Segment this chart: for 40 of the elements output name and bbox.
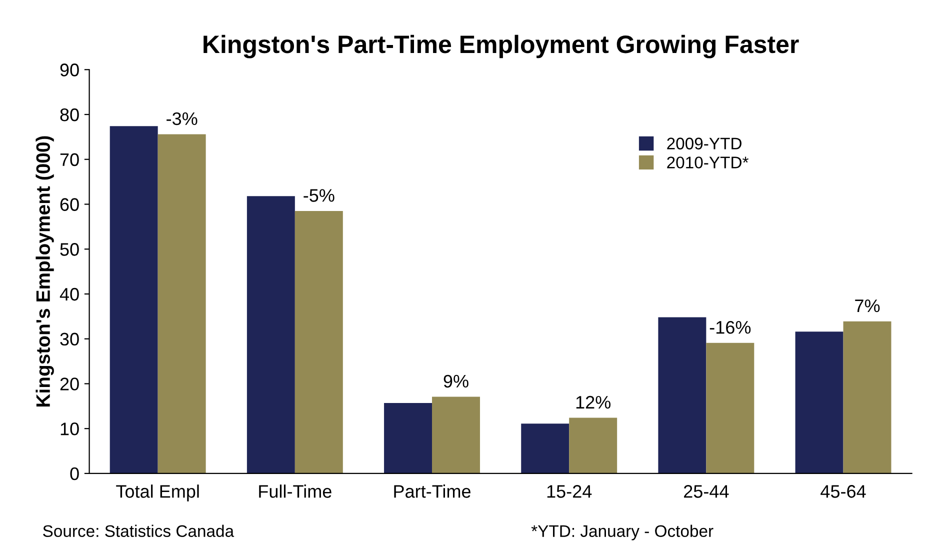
annotation: 9% [444, 374, 468, 388]
x-tick-label: 15-24 [547, 485, 592, 498]
legend-label: 2010-YTD* [667, 156, 748, 168]
y-tick-label: 90 [60, 64, 79, 76]
bar [110, 126, 158, 474]
bar [246, 196, 295, 474]
bar [569, 418, 618, 474]
source-note: Source: Statistics Canada [43, 524, 234, 537]
x-tick-label: Total Empl [116, 484, 199, 502]
annotation: -16% [710, 320, 751, 334]
bar [843, 321, 892, 474]
x-tick-label: Part-Time [394, 484, 470, 498]
y-tick-label: 80 [60, 108, 79, 122]
bar [706, 342, 754, 474]
y-tick-label: 40 [60, 288, 79, 301]
annotation: 7% [855, 300, 880, 312]
y-tick-label: 60 [60, 198, 79, 211]
y-tick-label: 30 [60, 332, 79, 346]
y-tick-label: 70 [60, 153, 79, 166]
bar [158, 134, 206, 474]
x-tick-label: Full-Time [259, 484, 332, 498]
x-tick-label: 25-44 [684, 485, 729, 498]
bar [294, 210, 343, 474]
bar [658, 317, 706, 474]
y-tick-label: 0 [70, 467, 79, 480]
text: *YTD: January - October [531, 524, 714, 540]
y-tick-label: 20 [60, 378, 79, 390]
annotation: 12% [576, 396, 611, 409]
y-tick-label: 50 [60, 243, 79, 256]
y-axis-title: Kingston's Employment (000) [36, 136, 54, 407]
annotation: -3% [166, 112, 198, 126]
annotation: -5% [304, 189, 334, 202]
y-tick-label: 10 [60, 422, 79, 436]
bar [432, 396, 480, 474]
x-tick-label: 45-64 [820, 485, 866, 498]
bar [521, 424, 570, 474]
chart-title: Kingston's Part-Time Employment Growing Faster [204, 34, 799, 58]
bar [795, 332, 844, 474]
bar [384, 403, 432, 474]
legend-label: 2009-YTD [667, 138, 742, 150]
